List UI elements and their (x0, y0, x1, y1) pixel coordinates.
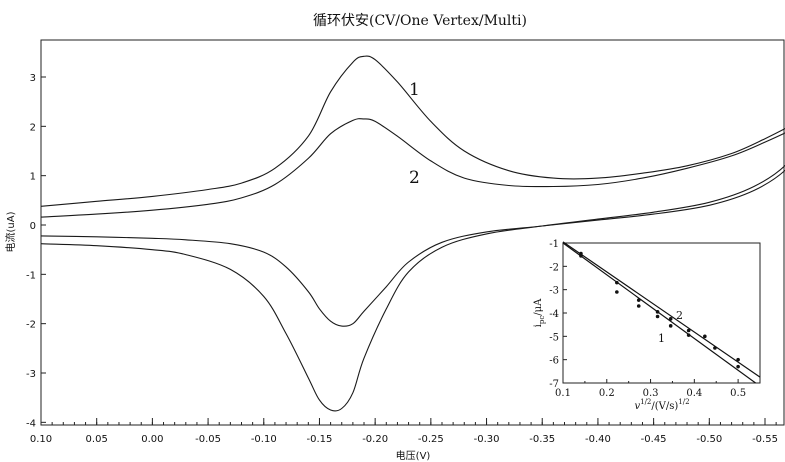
inset-point-2 (615, 280, 619, 285)
inset-y-label-sub: pc (538, 316, 546, 324)
inset-y-tick-label: -4 (549, 309, 559, 320)
inset-x-tick-label: 0.5 (730, 388, 746, 399)
y-tick-label: -2 (26, 320, 36, 331)
x-tick-label: -0.05 (195, 434, 221, 445)
inset-point-1 (668, 324, 673, 328)
inset-chart: 0.1 0.2 0.3 0.4 0.5 -7-6-5-4-3-2-1 ipc/μA v1… (527, 235, 769, 413)
inset-y-tick-label: -1 (549, 239, 559, 250)
cv-curve-2-forward (40, 118, 785, 218)
y-tick-label: -1 (26, 270, 36, 281)
inset-x-ticks: 0.1 0.2 0.3 0.4 0.5 (555, 379, 761, 399)
inset-x-label-main: v (634, 401, 640, 412)
x-tick-label: -0.40 (585, 434, 611, 445)
x-tick-label: -0.15 (307, 434, 333, 445)
inset-x-label: v1/2/(V/s)1/2 (634, 398, 689, 412)
inset-x-label-unit-sup: 1/2 (678, 398, 689, 406)
inset-point-2 (668, 317, 673, 321)
inset-point-1 (686, 333, 691, 337)
inset-x-tick-label: 0.4 (686, 388, 702, 399)
inset-series-label-1: 1 (658, 332, 665, 345)
x-tick-label: -0.35 (529, 434, 555, 445)
cv-curves (40, 55, 785, 412)
x-tick-label: -0.10 (251, 434, 277, 445)
x-axis-ticks: 0.10 0.05 0.00 -0.05 -0.10 -0.15 -0.20 -0.25 -0.… (30, 418, 778, 445)
inset-x-tick-label: 0.2 (599, 388, 615, 399)
inset-y-tick-label: -7 (549, 379, 559, 390)
inset-point-1 (636, 304, 641, 308)
inset-y-label-main: i (533, 324, 544, 327)
chart-title: 循环伏安(CV/One Vertex/Multi) (313, 13, 527, 29)
curve-label-2: 2 (409, 168, 420, 188)
curve-label-1: 1 (409, 80, 420, 100)
inset-y-ticks: -7 -6 -5 -4 -3 -2 -1 (549, 239, 567, 390)
y-tick-label: -4 (26, 418, 36, 429)
inset-point-2 (579, 251, 583, 256)
inset-point-1 (615, 290, 619, 294)
inset-x-tick-label: 0.3 (643, 388, 659, 399)
y-axis-ticks: -4 -3 -2 -1 0 1 2 3 (26, 73, 46, 429)
cv-curve-1-reverse (40, 164, 785, 412)
y-tick-label: 3 (30, 73, 36, 84)
x-tick-label: -0.50 (696, 434, 722, 445)
y-tick-label: 2 (30, 122, 36, 133)
cv-curve-2-reverse (40, 169, 785, 327)
inset-point-1 (655, 314, 660, 319)
y-tick-label: -3 (26, 369, 36, 380)
inset-y-label-unit: /μA (533, 298, 544, 316)
inset-y-tick-label: -2 (549, 262, 559, 273)
x-tick-label: -0.25 (418, 434, 444, 445)
inset-series (562, 241, 761, 384)
x-tick-label: -0.20 (362, 434, 388, 445)
x-axis-label: 电压(V) (396, 449, 431, 462)
inset-x-label-unit: /(V/s) (651, 401, 678, 412)
y-axis-label: 电流(uA) (4, 211, 17, 252)
inset-point-2 (736, 357, 740, 362)
inset-series-label-2: 2 (676, 309, 683, 322)
x-tick-label: 0.00 (141, 434, 163, 445)
inset-y-label: ipc/μA (533, 298, 546, 327)
y-tick-label: 1 (30, 172, 36, 183)
x-tick-label: -0.55 (752, 434, 778, 445)
x-tick-label: -0.30 (474, 434, 500, 445)
inset-x-tick-label: 0.1 (555, 388, 571, 399)
inset-fit-line-2 (562, 241, 761, 378)
inset-point-1 (736, 364, 740, 369)
x-tick-label: 0.05 (86, 434, 108, 445)
x-tick-label: 0.10 (30, 434, 52, 445)
inset-y-tick-label: -6 (549, 356, 559, 367)
inset-point-2 (686, 328, 691, 333)
plot-frame (40, 39, 785, 426)
inset-y-tick-label: -3 (549, 286, 559, 297)
inset-fit-line-1 (562, 242, 756, 384)
inset-point-2 (703, 334, 707, 339)
inset-x-label-sup: 1/2 (640, 398, 651, 406)
inset-y-tick-label: -5 (549, 332, 559, 343)
cv-curve-1-forward (40, 55, 785, 207)
x-tick-label: -0.45 (641, 434, 667, 445)
y-tick-label: 0 (30, 221, 36, 232)
inset-point-2 (636, 298, 641, 302)
inset-point-2 (655, 310, 660, 314)
